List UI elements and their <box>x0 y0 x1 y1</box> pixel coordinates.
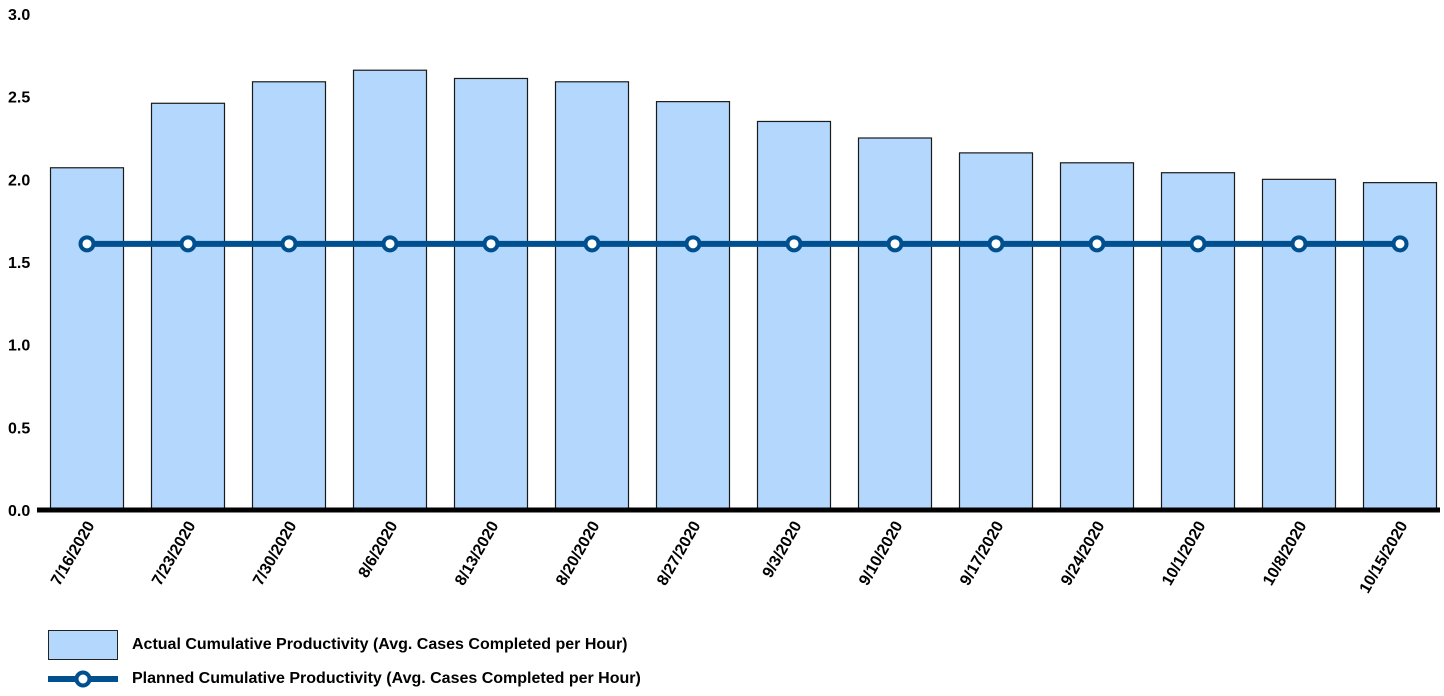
planned-point <box>1391 235 1409 253</box>
bar-actual <box>857 137 933 511</box>
y-tick-label: 0.5 <box>8 420 30 437</box>
planned-point <box>886 235 904 253</box>
planned-point <box>684 235 702 253</box>
x-tick-label: 10/1/2020 <box>1159 518 1209 588</box>
bar-actual <box>655 101 731 511</box>
y-tick-label: 1.5 <box>8 255 30 272</box>
legend: Actual Cumulative Productivity (Avg. Cas… <box>48 628 641 696</box>
x-tick-label: 10/15/2020 <box>1357 518 1412 596</box>
x-tick-label: 7/16/2020 <box>48 518 98 588</box>
legend-label-actual: Actual Cumulative Productivity (Avg. Cas… <box>132 636 628 653</box>
planned-point <box>78 235 96 253</box>
x-tick-label: 8/13/2020 <box>452 518 502 588</box>
actual-bars <box>49 69 1438 511</box>
legend-item-actual: Actual Cumulative Productivity (Avg. Cas… <box>48 628 641 662</box>
planned-point <box>1290 235 1308 253</box>
x-axis: 7/16/2020 7/23/2020 7/30/2020 8/6/2020 8/13/… <box>37 507 1440 596</box>
planned-line <box>78 235 1409 253</box>
legend-swatch-planned <box>48 670 118 688</box>
x-tick-label: 8/20/2020 <box>553 518 603 588</box>
y-tick-label: 3.0 <box>8 7 30 24</box>
bar-actual <box>554 81 630 511</box>
planned-point <box>179 235 197 253</box>
x-tick-label: 9/17/2020 <box>957 518 1007 588</box>
bar-actual <box>1261 178 1337 511</box>
x-tick-label: 8/27/2020 <box>654 518 704 588</box>
y-tick-label: 1.0 <box>8 338 30 355</box>
x-tick-label: 7/23/2020 <box>149 518 199 588</box>
legend-label-planned: Planned Cumulative Productivity (Avg. Ca… <box>132 670 641 687</box>
legend-swatch-actual <box>48 630 118 660</box>
planned-point <box>785 235 803 253</box>
bar-actual <box>49 167 125 511</box>
bar-actual <box>352 69 428 511</box>
x-tick-label: 10/8/2020 <box>1260 518 1310 588</box>
bar-actual <box>453 77 529 511</box>
bar-actual <box>1160 172 1236 511</box>
bar-actual <box>958 152 1034 511</box>
productivity-chart: 0.0 0.5 1.0 1.5 2.0 2.5 3.0 7/16/2020 7/23/2020… <box>8 7 1440 596</box>
planned-point <box>482 235 500 253</box>
planned-point <box>381 235 399 253</box>
bar-actual <box>1059 162 1135 511</box>
x-tick-label: 9/24/2020 <box>1058 518 1108 588</box>
planned-point <box>1088 235 1106 253</box>
bar-actual <box>251 81 327 511</box>
planned-point <box>1189 235 1207 253</box>
x-tick-label: 9/10/2020 <box>856 518 906 588</box>
bar-actual <box>1362 182 1438 511</box>
legend-item-planned: Planned Cumulative Productivity (Avg. Ca… <box>48 662 641 696</box>
y-tick-label: 2.5 <box>8 90 30 107</box>
bar-actual <box>150 102 226 511</box>
y-tick-label: 0.0 <box>8 503 30 520</box>
x-tick-label: 8/6/2020 <box>356 518 402 581</box>
x-tick-label: 9/3/2020 <box>760 518 806 581</box>
planned-point <box>987 235 1005 253</box>
planned-point <box>280 235 298 253</box>
x-tick-label: 7/30/2020 <box>250 518 300 588</box>
y-tick-label: 2.0 <box>8 172 30 189</box>
bar-actual <box>756 120 832 511</box>
y-axis: 0.0 0.5 1.0 1.5 2.0 2.5 3.0 <box>8 7 30 520</box>
planned-point <box>583 235 601 253</box>
